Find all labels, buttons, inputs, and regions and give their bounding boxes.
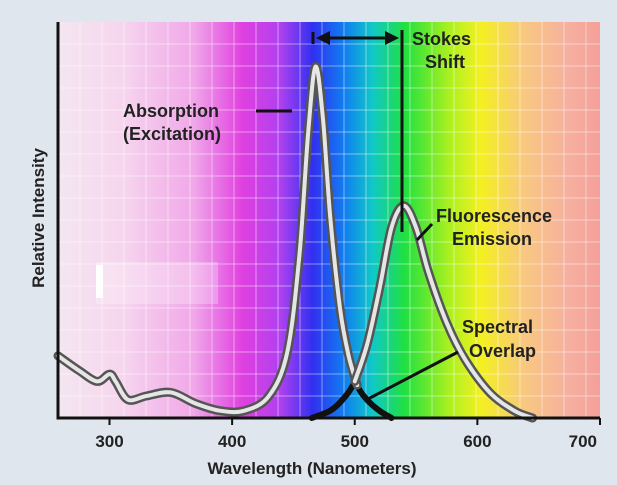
emission-leader [415, 222, 434, 242]
x-ticks: 300 400 500 600 700 [95, 418, 601, 451]
absorption-label-line2: (Excitation) [123, 124, 221, 144]
x-tick-label: 700 [569, 432, 597, 451]
x-tick-label: 400 [218, 432, 246, 451]
stokes-label-line2: Shift [425, 52, 465, 72]
curves [53, 62, 538, 423]
overlap-leader [365, 350, 459, 402]
stokes-label-line1: Stokes [412, 29, 471, 49]
x-tick-label: 300 [95, 432, 123, 451]
emission-label-line1: Fluorescence [436, 206, 552, 226]
emission-curve [352, 203, 535, 420]
x-tick-label: 600 [463, 432, 491, 451]
emission-label-line2: Emission [452, 229, 532, 249]
x-axis-title: Wavelength (Nanometers) [207, 459, 416, 478]
white-marker [96, 265, 103, 298]
overlap-label-line1: Spectral [462, 317, 533, 337]
axis-frame [56, 22, 600, 420]
x-tick-label: 500 [341, 432, 369, 451]
white-panel [96, 262, 218, 304]
stokes-arrow-right-head [385, 31, 399, 45]
absorption-curve [56, 64, 360, 415]
stokes-arrow-left-head [316, 31, 330, 45]
absorption-label-line1: Absorption [123, 101, 219, 121]
grid [58, 22, 600, 418]
y-axis-title: Relative Intensity [29, 148, 48, 288]
overlap-label-line2: Overlap [469, 341, 536, 361]
